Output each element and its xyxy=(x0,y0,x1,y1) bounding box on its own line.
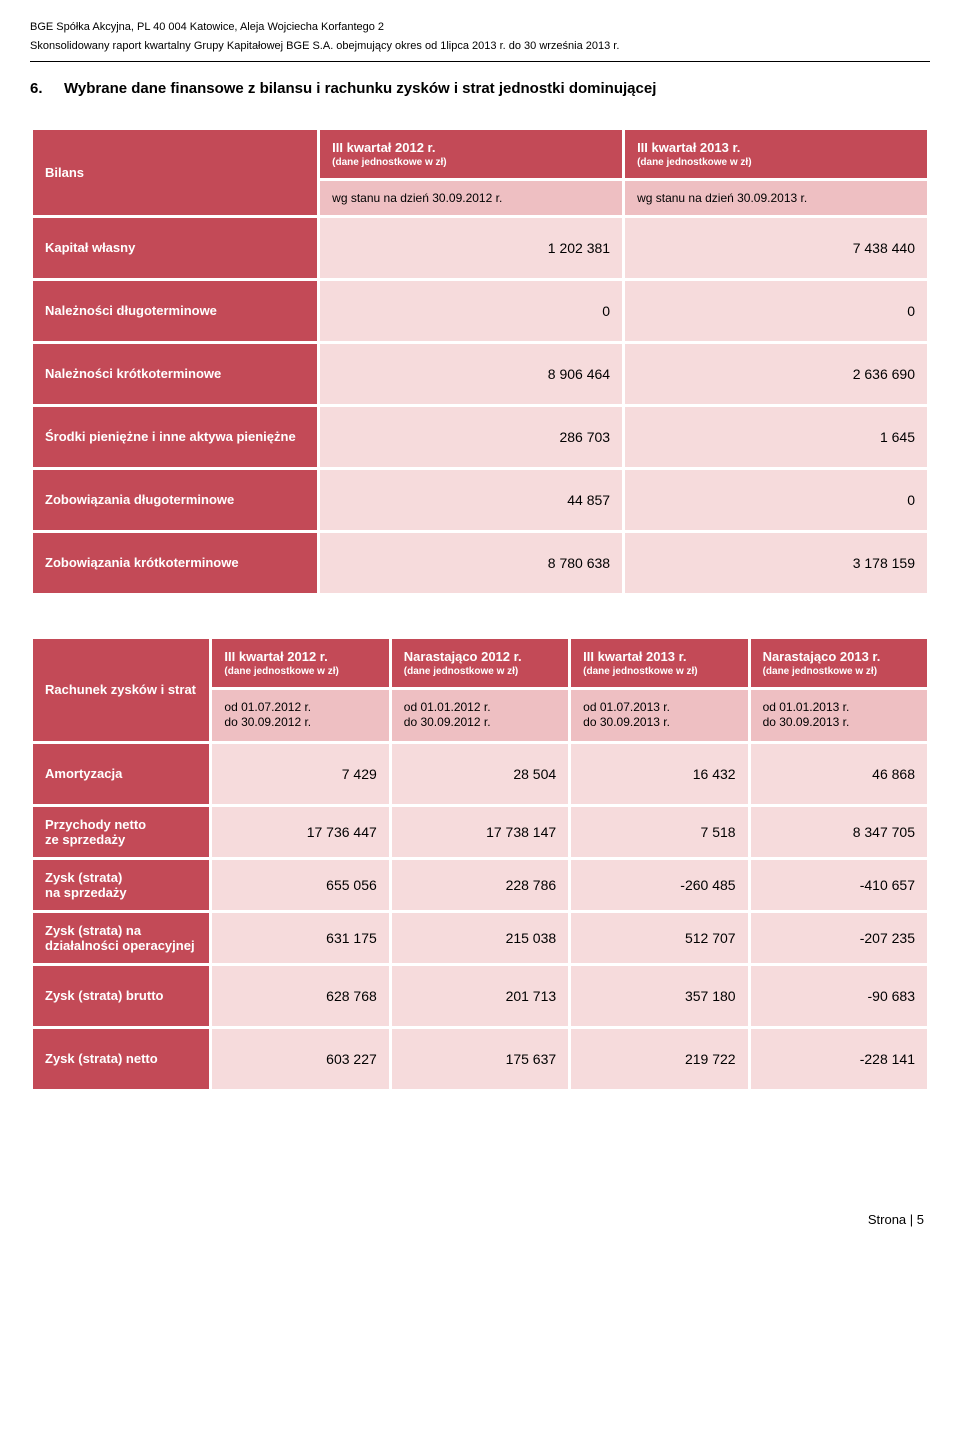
table-cell: 2 636 690 xyxy=(625,344,927,404)
section-number: 6. xyxy=(30,80,64,97)
table-row-label: Zobowiązania krótkoterminowe xyxy=(33,533,317,593)
col-sub: (dane jednostkowe w zł) xyxy=(224,666,376,677)
table-cell: 228 786 xyxy=(392,860,568,910)
table-row-label: Zysk (strata) netto xyxy=(33,1029,209,1089)
period-from: od 01.01.2013 r. xyxy=(763,700,850,714)
col-title: III kwartał 2012 r. xyxy=(224,649,327,664)
table-cell: 7 438 440 xyxy=(625,218,927,278)
table-cell: 357 180 xyxy=(571,966,747,1026)
table-cell: 16 432 xyxy=(571,744,747,804)
col-sub: (dane jednostkowe w zł) xyxy=(332,157,610,168)
period-from: od 01.07.2012 r. xyxy=(224,700,311,714)
table-cell: 631 175 xyxy=(212,913,388,963)
table-cell: 17 736 447 xyxy=(212,807,388,857)
period-to: do 30.09.2013 r. xyxy=(763,715,850,729)
page-footer: Strona | 5 xyxy=(30,1212,930,1227)
bilans-table: Bilans III kwartał 2012 r. (dane jednost… xyxy=(30,127,930,596)
rach-col3-period: od 01.01.2013 r. do 30.09.2013 r. xyxy=(751,690,927,741)
col-sub: (dane jednostkowe w zł) xyxy=(637,157,915,168)
table-cell: 44 857 xyxy=(320,470,622,530)
table-cell: 1 202 381 xyxy=(320,218,622,278)
rach-col2-period: od 01.07.2013 r. do 30.09.2013 r. xyxy=(571,690,747,741)
table-row-label: Zobowiązania długoterminowe xyxy=(33,470,317,530)
table-cell: -410 657 xyxy=(751,860,927,910)
table-row-label: Kapitał własny xyxy=(33,218,317,278)
table-cell: 655 056 xyxy=(212,860,388,910)
period-from: od 01.01.2012 r. xyxy=(404,700,491,714)
col-title: Narastająco 2012 r. xyxy=(404,649,522,664)
doc-header-line1: BGE Spółka Akcyjna, PL 40 004 Katowice, … xyxy=(30,20,930,35)
rach-col1-head: Narastająco 2012 r. (dane jednostkowe w … xyxy=(392,639,568,687)
col-title: Narastająco 2013 r. xyxy=(763,649,881,664)
bilans-corner: Bilans xyxy=(33,130,317,215)
rachunek-corner: Rachunek zysków i strat xyxy=(33,639,209,741)
period-to: do 30.09.2013 r. xyxy=(583,715,670,729)
table-cell: 7 518 xyxy=(571,807,747,857)
rach-col3-head: Narastająco 2013 r. (dane jednostkowe w … xyxy=(751,639,927,687)
table-row-label: Przychody netto ze sprzedaży xyxy=(33,807,209,857)
table-cell: -207 235 xyxy=(751,913,927,963)
table-cell: 0 xyxy=(625,281,927,341)
table-cell: 8 780 638 xyxy=(320,533,622,593)
period-to: do 30.09.2012 r. xyxy=(224,715,311,729)
table-cell: 3 178 159 xyxy=(625,533,927,593)
rachunek-table: Rachunek zysków i strat III kwartał 2012… xyxy=(30,636,930,1092)
table-cell: -260 485 xyxy=(571,860,747,910)
table-cell: 0 xyxy=(320,281,622,341)
rach-col2-head: III kwartał 2013 r. (dane jednostkowe w … xyxy=(571,639,747,687)
table-row-label: Należności długoterminowe xyxy=(33,281,317,341)
col-title: III kwartał 2012 r. xyxy=(332,140,435,155)
table-row-label: Należności krótkoterminowe xyxy=(33,344,317,404)
period-from: od 01.07.2013 r. xyxy=(583,700,670,714)
rach-col1-period: od 01.01.2012 r. do 30.09.2012 r. xyxy=(392,690,568,741)
table-cell: 286 703 xyxy=(320,407,622,467)
rach-col0-period: od 01.07.2012 r. do 30.09.2012 r. xyxy=(212,690,388,741)
table-row-label: Środki pieniężne i inne aktywa pieniężne xyxy=(33,407,317,467)
table-cell: 8 347 705 xyxy=(751,807,927,857)
table-cell: 219 722 xyxy=(571,1029,747,1089)
table-row-label: Zysk (strata) na sprzedaży xyxy=(33,860,209,910)
section-title-text: Wybrane dane finansowe z bilansu i rachu… xyxy=(64,80,656,97)
section-title: 6. Wybrane dane finansowe z bilansu i ra… xyxy=(30,80,930,97)
bilans-col2-sub2: wg stanu na dzień 30.09.2013 r. xyxy=(625,181,927,215)
table-row-label: Zysk (strata) na działalności operacyjne… xyxy=(33,913,209,963)
period-to: do 30.09.2012 r. xyxy=(404,715,491,729)
col-sub: (dane jednostkowe w zł) xyxy=(763,666,915,677)
table-cell: 175 637 xyxy=(392,1029,568,1089)
bilans-col1-head: III kwartał 2012 r. (dane jednostkowe w … xyxy=(320,130,622,178)
table-cell: -228 141 xyxy=(751,1029,927,1089)
table-cell: 201 713 xyxy=(392,966,568,1026)
col-sub: (dane jednostkowe w zł) xyxy=(583,666,735,677)
table-row-label: Amortyzacja xyxy=(33,744,209,804)
col-sub: (dane jednostkowe w zł) xyxy=(404,666,556,677)
table-cell: 628 768 xyxy=(212,966,388,1026)
table-cell: 8 906 464 xyxy=(320,344,622,404)
table-cell: 46 868 xyxy=(751,744,927,804)
table-cell: 0 xyxy=(625,470,927,530)
table-cell: 17 738 147 xyxy=(392,807,568,857)
col-title: III kwartał 2013 r. xyxy=(637,140,740,155)
table-cell: 215 038 xyxy=(392,913,568,963)
divider xyxy=(30,61,930,62)
doc-header-line2: Skonsolidowany raport kwartalny Grupy Ka… xyxy=(30,39,930,54)
bilans-col1-sub2: wg stanu na dzień 30.09.2012 r. xyxy=(320,181,622,215)
table-cell: 7 429 xyxy=(212,744,388,804)
table-cell: 603 227 xyxy=(212,1029,388,1089)
rach-col0-head: III kwartał 2012 r. (dane jednostkowe w … xyxy=(212,639,388,687)
table-row-label: Zysk (strata) brutto xyxy=(33,966,209,1026)
table-cell: 512 707 xyxy=(571,913,747,963)
bilans-col2-head: III kwartał 2013 r. (dane jednostkowe w … xyxy=(625,130,927,178)
table-cell: 28 504 xyxy=(392,744,568,804)
table-cell: 1 645 xyxy=(625,407,927,467)
col-title: III kwartał 2013 r. xyxy=(583,649,686,664)
table-cell: -90 683 xyxy=(751,966,927,1026)
